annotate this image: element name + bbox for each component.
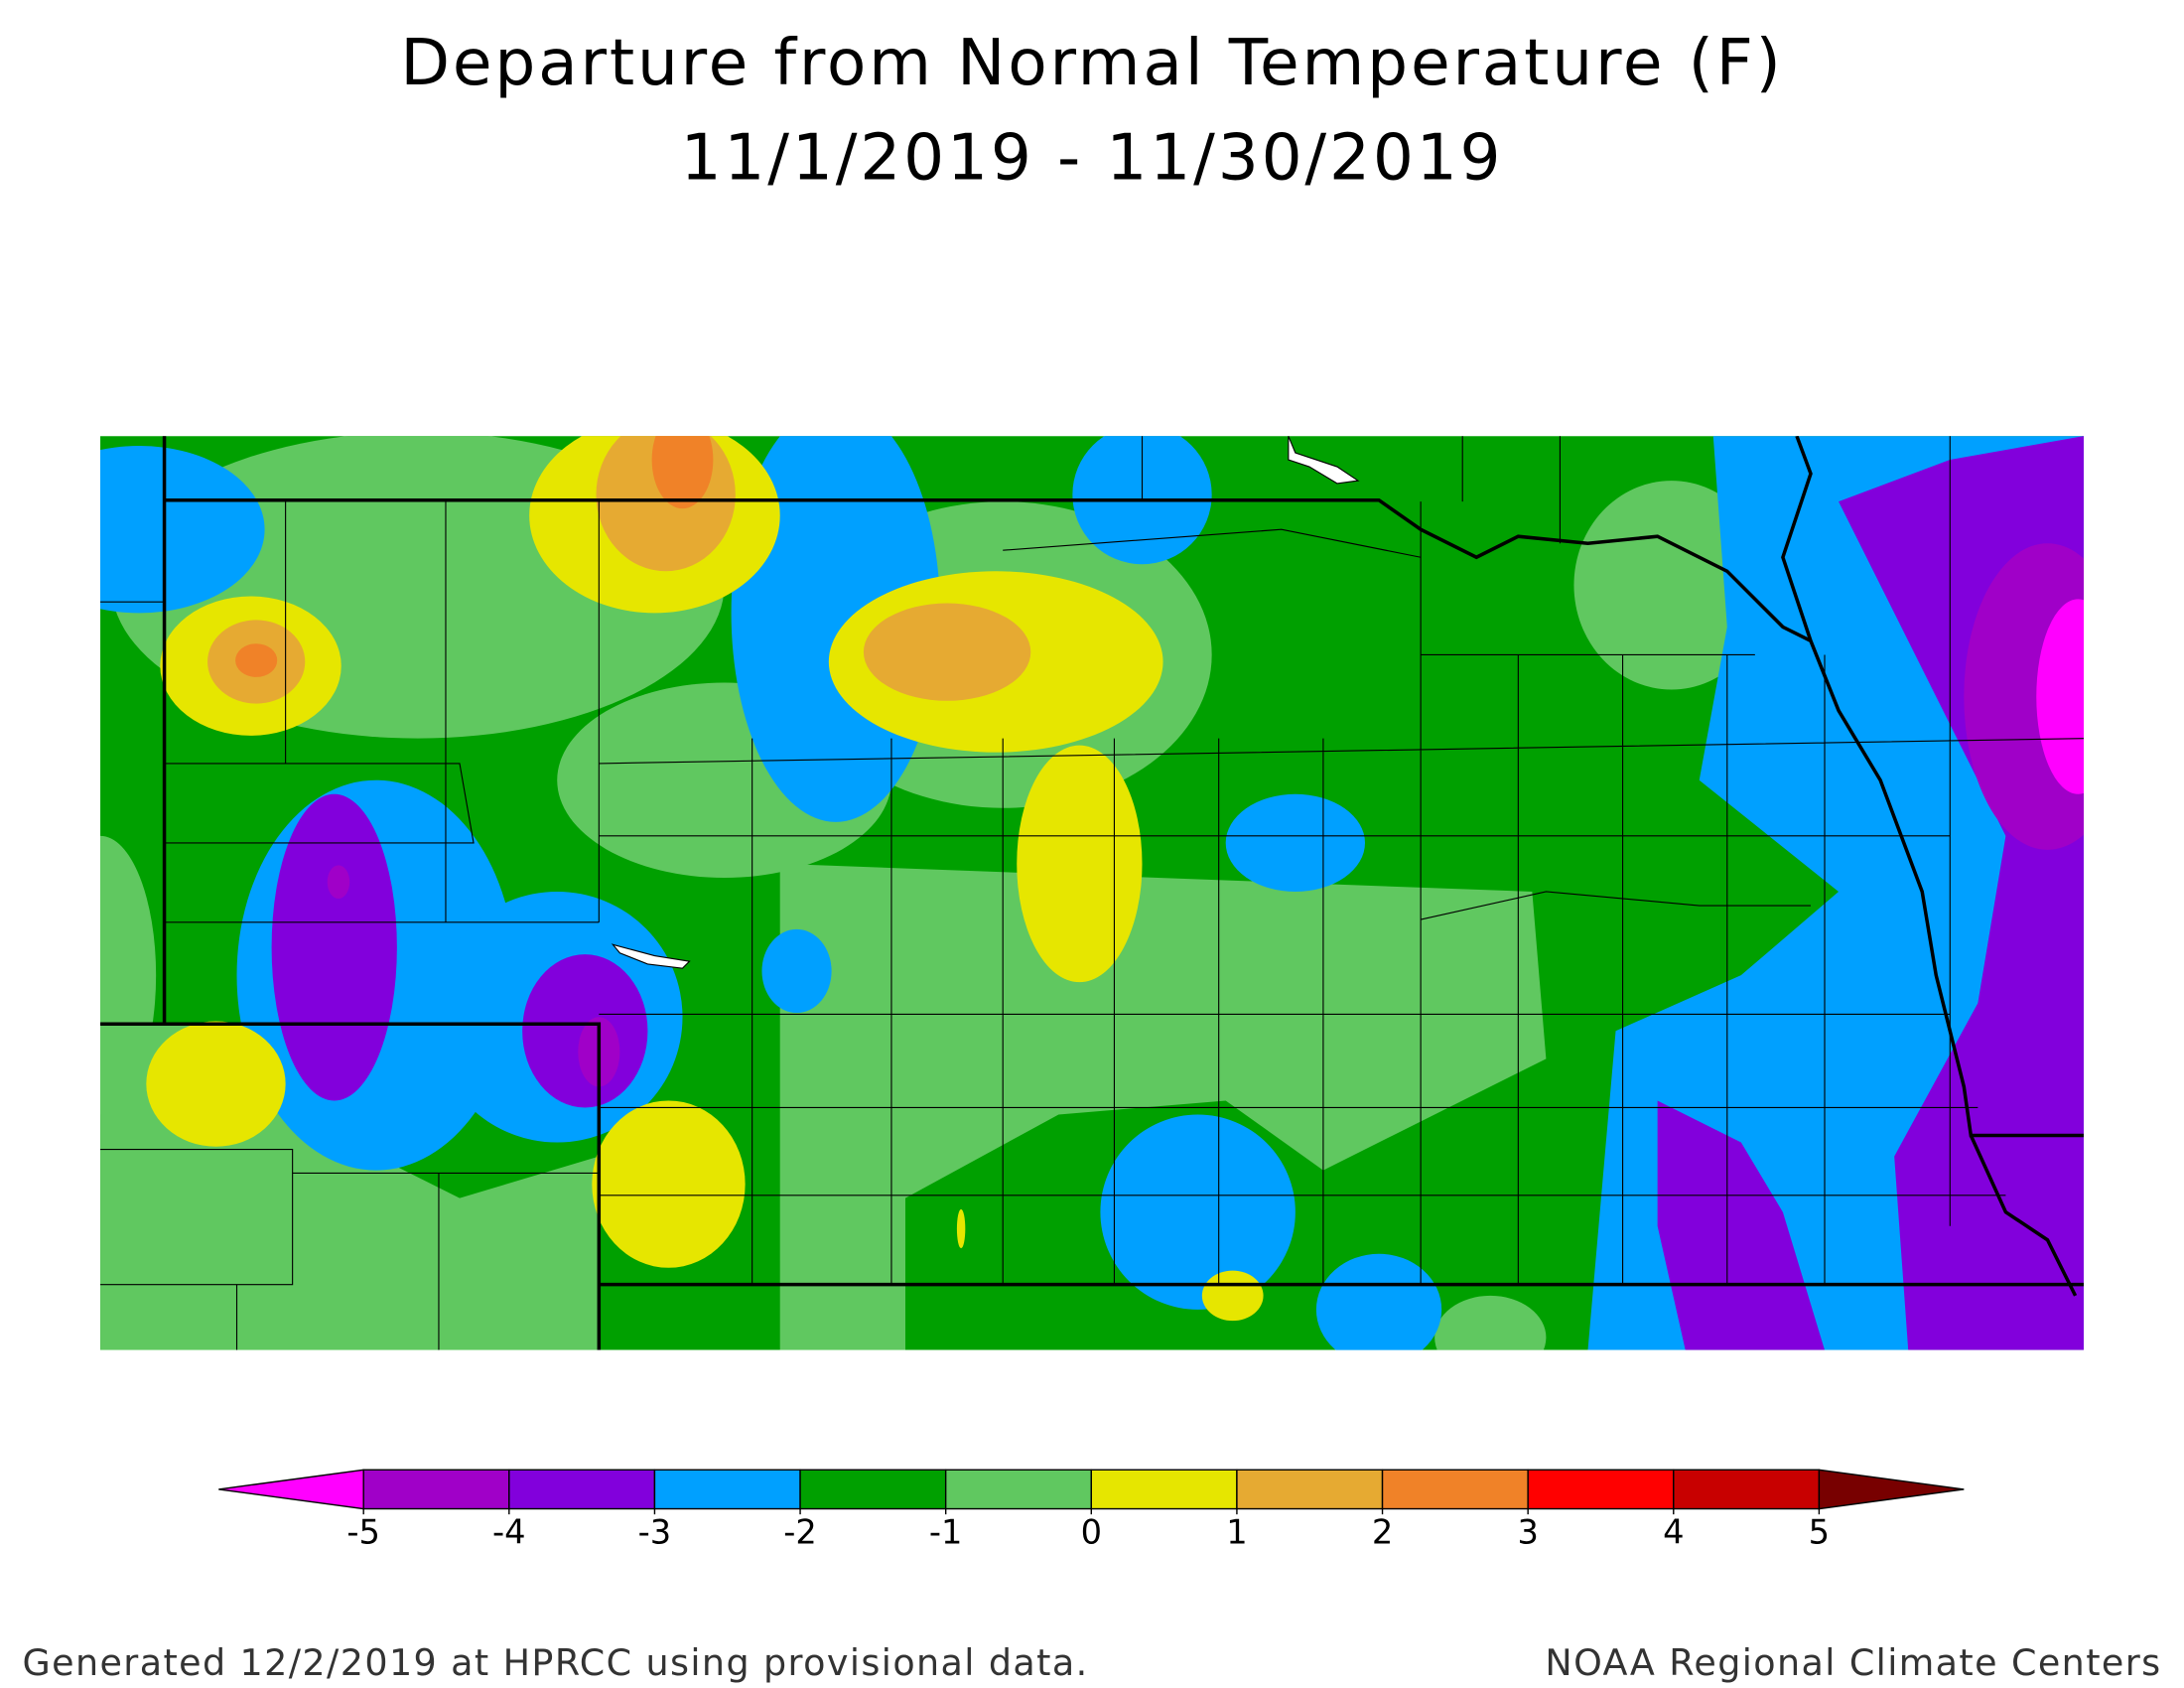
- colorbar-tick-label: 2: [1372, 1512, 1393, 1551]
- contour-band: [2036, 599, 2084, 794]
- contour-band: [235, 436, 714, 677]
- colorbar-tick-label: 1: [1226, 1512, 1247, 1551]
- county-lines: [100, 436, 2084, 1350]
- colorbar-bin: [799, 1469, 947, 1510]
- colorbar-bin: [944, 1469, 1092, 1510]
- colorbar-tick-label: -5: [346, 1512, 380, 1551]
- colorbar-bin: [653, 1469, 801, 1510]
- colorbar-tick-label: 5: [1809, 1512, 1830, 1551]
- colorbar-bin: [1090, 1469, 1238, 1510]
- colorbar-bin: [1236, 1469, 1384, 1510]
- colorbar-tick-label: -1: [929, 1512, 963, 1551]
- colorbar-tick-label: -3: [638, 1512, 672, 1551]
- colorbar-tick-label: -4: [492, 1512, 526, 1551]
- colorbar: -5 -4 -3 -2 -1 0 1 2 3 4 5: [218, 1469, 1965, 1551]
- colorbar-tick-label: 0: [1081, 1512, 1102, 1551]
- colorbar-bin: [1527, 1469, 1675, 1510]
- colorbar-extend-high: [1818, 1469, 1965, 1510]
- contour-map: [100, 436, 2084, 1350]
- colorbar-bin: [508, 1469, 656, 1510]
- colorbar-tick-label: -2: [783, 1512, 817, 1551]
- subtitle: 11/1/2019 - 11/30/2019: [681, 120, 1504, 195]
- lake: [611, 436, 1360, 969]
- colorbar-extend-low: [218, 1469, 364, 1510]
- colorbar-tick-label: 3: [1517, 1512, 1538, 1551]
- colorbar-bin: [362, 1469, 510, 1510]
- colorbar-tick-label: 4: [1663, 1512, 1684, 1551]
- footer-left: Generated 12/2/2019 at HPRCC using provi…: [22, 1641, 1088, 1684]
- state-borders: [100, 436, 2084, 1350]
- colorbar-bin: [1381, 1469, 1529, 1510]
- footer-right: NOAA Regional Climate Centers: [1545, 1641, 2161, 1684]
- title: Departure from Normal Temperature (F): [400, 26, 1783, 100]
- colorbar-bin: [1673, 1469, 1821, 1510]
